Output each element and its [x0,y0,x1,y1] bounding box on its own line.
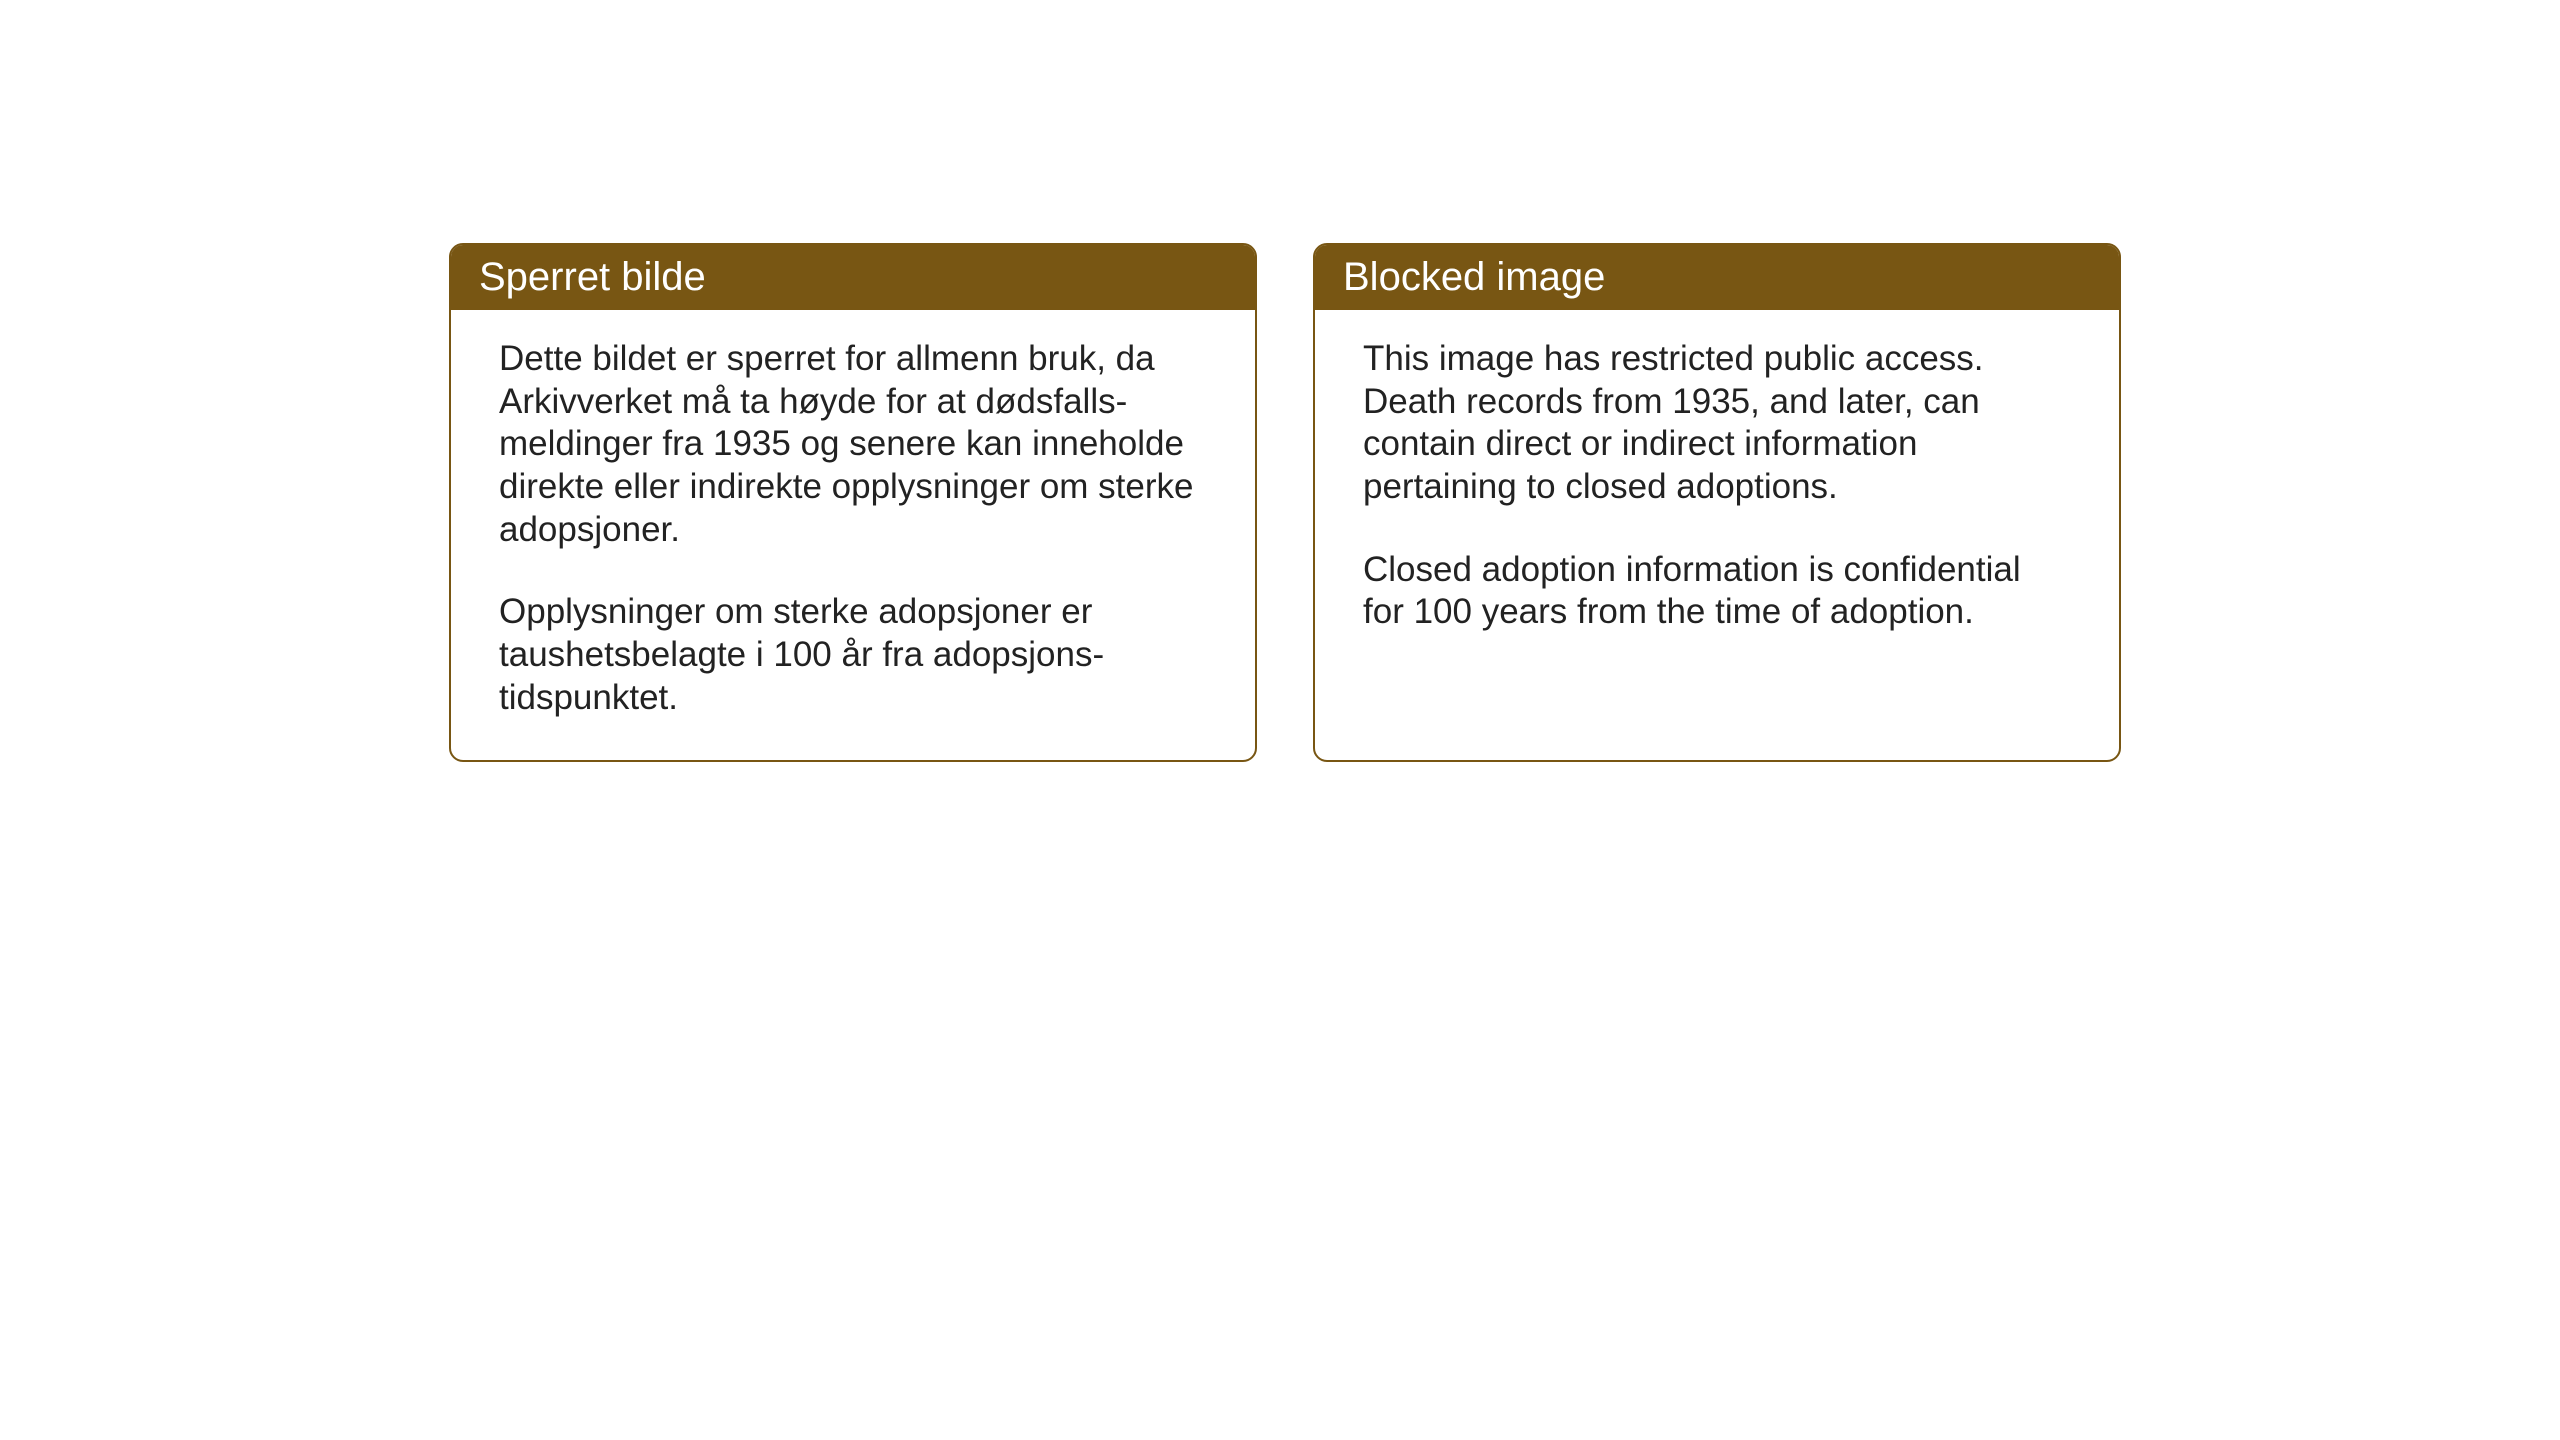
notice-cards-container: Sperret bilde Dette bildet er sperret fo… [449,243,2121,762]
notice-paragraph-1-english: This image has restricted public access.… [1363,338,2071,509]
notice-paragraph-2-english: Closed adoption information is confident… [1363,549,2071,634]
notice-paragraph-2-norwegian: Opplysninger om sterke adopsjoner er tau… [499,591,1207,719]
notice-card-english: Blocked image This image has restricted … [1313,243,2121,762]
notice-title-english: Blocked image [1343,255,1605,299]
notice-paragraph-1-norwegian: Dette bildet er sperret for allmenn bruk… [499,338,1207,551]
notice-body-english: This image has restricted public access.… [1315,310,2119,734]
notice-header-norwegian: Sperret bilde [451,245,1255,310]
notice-card-norwegian: Sperret bilde Dette bildet er sperret fo… [449,243,1257,762]
notice-title-norwegian: Sperret bilde [479,255,706,299]
notice-header-english: Blocked image [1315,245,2119,310]
notice-body-norwegian: Dette bildet er sperret for allmenn bruk… [451,310,1255,760]
